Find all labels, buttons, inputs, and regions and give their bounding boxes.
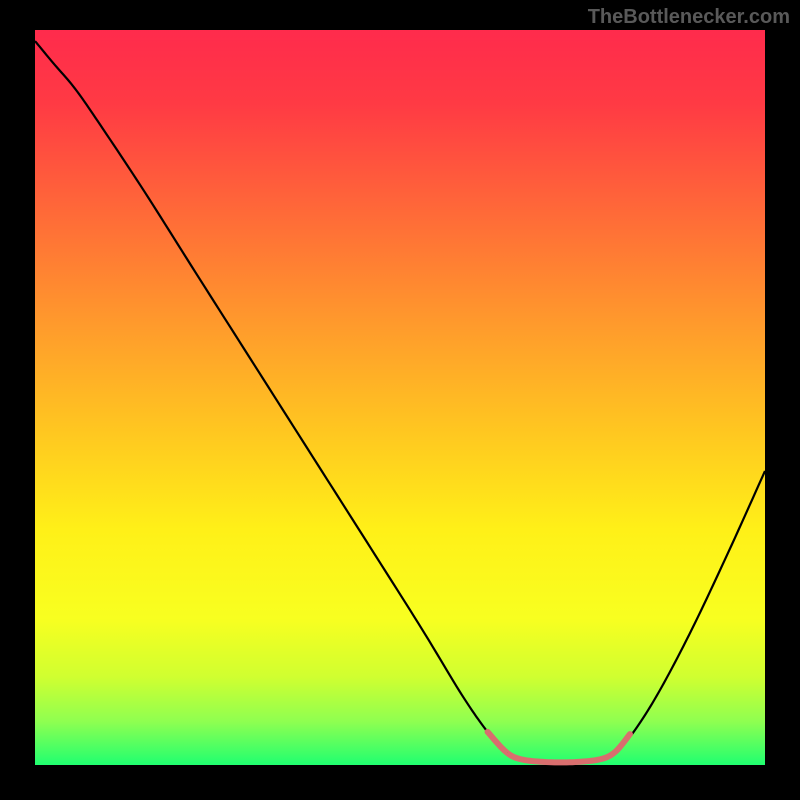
chart-container: TheBottlenecker.com xyxy=(0,0,800,800)
plot-background-gradient xyxy=(35,30,765,765)
bottleneck-curve-chart xyxy=(0,0,800,800)
